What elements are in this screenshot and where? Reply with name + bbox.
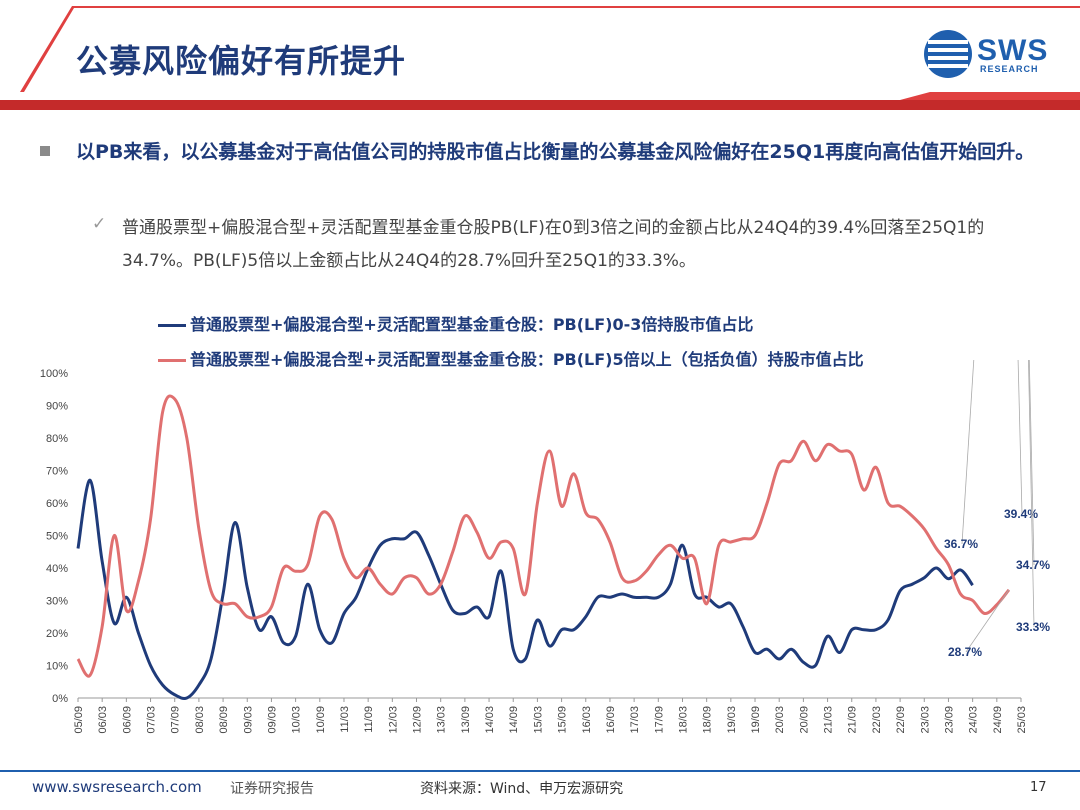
annotation-label: 36.7% [944,537,978,551]
annotation-label: 28.7% [948,645,982,659]
series-line-pb-0-3 [76,478,974,700]
line-chart: 0% 10% 20% 30% 40% 50% 60% 70% 80% 90% 100% 05/09 06… [40,360,1050,734]
x-tick-label: 11/03 [339,706,351,733]
annotation-leader [965,589,1010,653]
footer-website[interactable]: www.swsresearch.com [32,778,202,796]
x-tick-label: 20/03 [774,706,786,734]
x-tick-label: 23/03 [919,706,931,734]
annotation-label: 39.4% [1004,507,1038,521]
x-tick-label: 10/03 [291,706,303,734]
x-tick-label: 13/09 [460,706,472,734]
x-tick-label: 21/09 [847,706,859,734]
footer-divider [0,770,1080,772]
series-line-pb-5plus [76,394,1011,678]
x-tick-label: 16/09 [605,706,617,734]
y-tick-label: 0% [52,693,68,705]
x-tick-label: 24/03 [968,706,980,734]
x-tick-label: 12/03 [387,706,399,734]
x-tick-label: 19/03 [726,706,738,734]
y-tick-label: 80% [46,433,68,445]
x-tick-label: 21/03 [823,706,835,734]
x-tick-label: 13/03 [436,706,448,734]
checkmark-icon: ✓ [92,214,107,234]
x-tick-label: 09/09 [266,706,278,734]
y-tick-label: 100% [40,368,68,380]
legend-label-pb-0-3: 普通股票型+偏股混合型+灵活配置型基金重仓股：PB(LF)0-3倍持股市值占比 [190,315,754,334]
header-banner [0,6,1080,110]
x-tick-label: 12/09 [412,706,424,734]
x-tick-label: 24/09 [992,706,1004,734]
x-tick-label: 17/03 [629,706,641,734]
y-tick-label: 20% [46,628,68,640]
annotation-leader [1017,360,1023,515]
y-tick-label: 50% [46,531,68,543]
x-tick-label: 07/09 [170,706,182,734]
x-tick-label: 10/09 [315,706,327,734]
x-tick-label: 07/03 [146,706,158,734]
footer-report-type: 证券研究报告 [230,781,314,797]
page-number: 17 [1030,780,1047,795]
x-tick-label: 15/03 [532,706,544,734]
annotation-leader [1028,360,1035,566]
y-tick-label: 60% [46,498,68,510]
y-tick-label: 40% [46,563,68,575]
x-tick-label: 08/03 [194,706,206,734]
y-tick-label: 90% [46,401,68,413]
legend-swatch-red [158,359,186,362]
legend-label-pb-5plus: 普通股票型+偏股混合型+灵活配置型基金重仓股：PB(LF)5倍以上（包括负值）持… [190,350,864,369]
main-bullet-text: 以PB来看，以公募基金对于高估值公司的持股市值占比衡量的公募基金风险偏好在25Q… [76,141,1035,163]
x-tick-label: 19/09 [750,706,762,734]
x-tick-label: 25/03 [1016,706,1028,734]
header-bottom-bar [0,100,1080,110]
legend-item-pb-5plus: 普通股票型+偏股混合型+灵活配置型基金重仓股：PB(LF)5倍以上（包括负值）持… [158,346,864,370]
annotation-leader [961,360,975,545]
legend-swatch-navy [158,324,186,327]
y-tick-label: 70% [46,466,68,478]
x-tick-label: 18/03 [677,706,689,734]
annotation-label: 34.7% [1016,558,1050,572]
x-tick-label: 05/09 [73,706,85,734]
x-tick-label: 14/09 [508,706,520,734]
sws-logo-icon [924,30,972,78]
x-tick-label: 11/09 [363,706,375,733]
page-title: 公募风险偏好有所提升 [76,42,407,80]
x-tick-label: 20/09 [798,706,810,734]
legend-item-pb-0-3: 普通股票型+偏股混合型+灵活配置型基金重仓股：PB(LF)0-3倍持股市值占比 [158,311,753,335]
y-tick-label: 10% [46,661,68,673]
x-tick-label: 18/09 [702,706,714,734]
x-tick-label: 23/09 [943,706,955,734]
x-tick-label: 06/09 [121,706,133,734]
x-tick-label: 22/09 [895,706,907,734]
footer-source: 资料来源：Wind、申万宏源研究 [420,781,624,797]
square-bullet-icon [40,146,50,156]
annotation-leader [1028,360,1035,628]
sub-bullet-text: 普通股票型+偏股混合型+灵活配置型基金重仓股PB(LF)在0到3倍之间的金额占比… [122,218,985,271]
x-tick-label: 14/03 [484,706,496,734]
x-tick-label: 22/03 [871,706,883,734]
x-tick-label: 06/03 [97,706,109,734]
x-tick-label: 08/09 [218,706,230,734]
logo-text: SWS [977,34,1049,67]
x-tick-label: 16/03 [581,706,593,734]
x-tick-label: 15/09 [557,706,569,734]
annotation-label: 33.3% [1016,620,1050,634]
logo-subtext: RESEARCH [980,64,1039,74]
x-tick-label: 09/03 [242,706,254,734]
y-tick-label: 30% [46,596,68,608]
x-tick-label: 17/09 [653,706,665,734]
